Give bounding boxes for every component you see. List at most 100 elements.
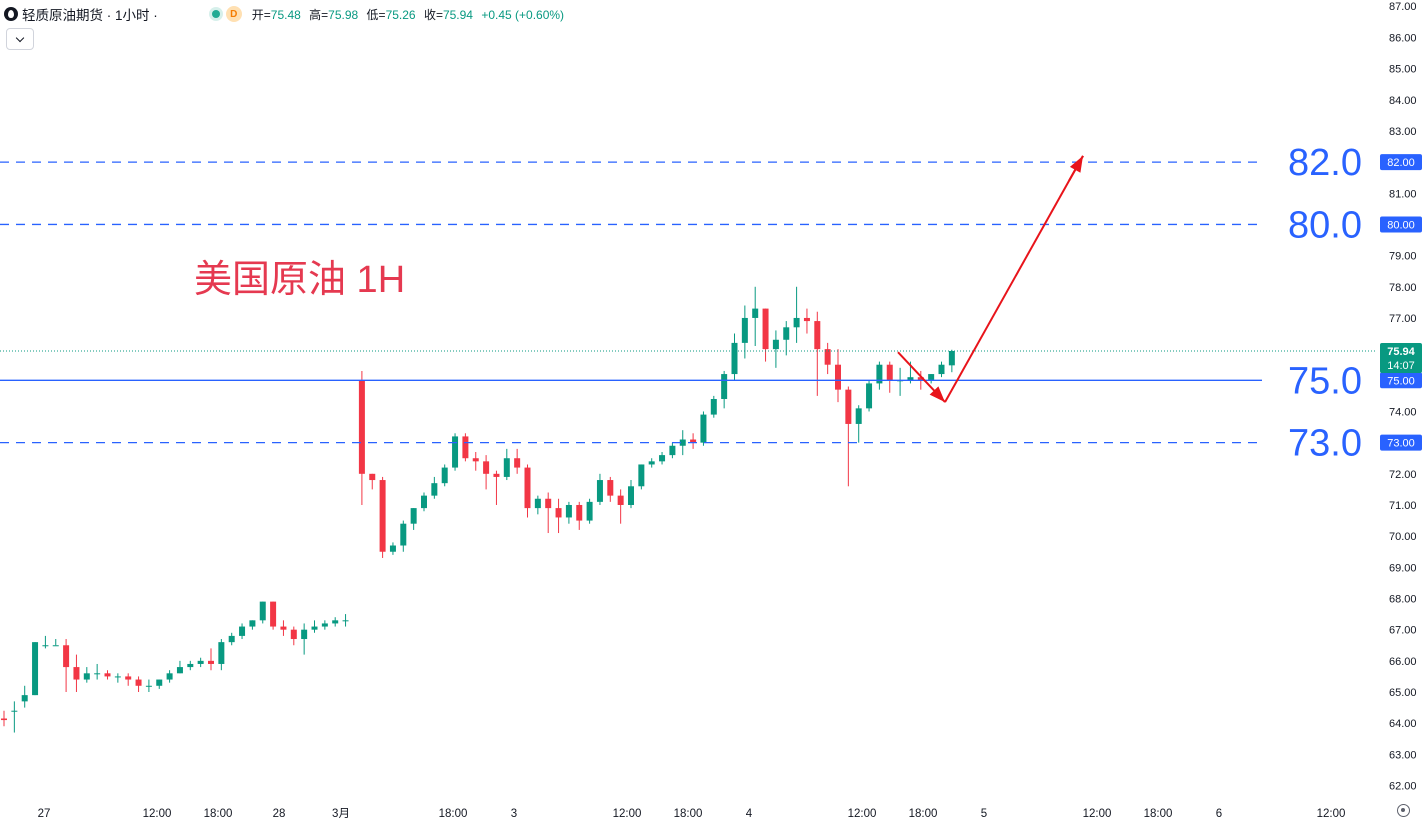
candle-body xyxy=(886,364,893,381)
candle-body xyxy=(104,673,111,677)
chart-header: 轻质原油期货 · 1小时 · D 开=75.48 高=75.98 低=75.26… xyxy=(4,4,564,24)
candle-body xyxy=(208,660,214,664)
chevron-down-icon xyxy=(15,33,25,42)
x-tick-label: 18:00 xyxy=(204,808,233,820)
candle-body xyxy=(239,626,246,636)
candle-body xyxy=(710,399,717,415)
open-label: 开= xyxy=(251,7,271,22)
y-tick-label: 66.00 xyxy=(1389,656,1417,668)
candle-body xyxy=(741,317,748,343)
x-tick-label: 12:00 xyxy=(613,808,642,820)
candle-body xyxy=(690,439,697,443)
candle-body xyxy=(73,667,80,680)
time-axis[interactable]: 27 12:00 18:00 28 3月 18:00 3 12:00 18:00 4 12:00 18… xyxy=(38,808,1346,820)
candle-body xyxy=(638,464,645,487)
candle-body xyxy=(928,374,935,381)
arrowhead-icon xyxy=(929,386,945,403)
candle-body xyxy=(94,673,101,675)
y-tick-label: 83.00 xyxy=(1389,126,1417,138)
candle-body xyxy=(176,667,183,674)
close-value: 75.94 xyxy=(442,7,473,22)
candle-body xyxy=(938,364,945,375)
candle-body xyxy=(441,467,448,484)
candle-body xyxy=(617,495,624,505)
candle-body xyxy=(290,629,297,640)
y-tick-label: 64.00 xyxy=(1389,718,1417,730)
candle-body xyxy=(845,389,852,424)
last-price-tag xyxy=(1380,342,1422,373)
candle-body xyxy=(700,414,707,443)
candle-body xyxy=(866,383,873,409)
candle-body xyxy=(659,455,666,462)
candle-body xyxy=(835,364,841,390)
candle-body xyxy=(679,439,686,446)
candle-body xyxy=(228,635,235,643)
x-tick-label: 12:00 xyxy=(143,808,172,820)
candle-body xyxy=(125,676,132,680)
y-tick-label: 69.00 xyxy=(1389,562,1417,574)
y-tick-label: 67.00 xyxy=(1389,625,1417,637)
candle-body xyxy=(814,321,821,350)
y-tick-label: 65.00 xyxy=(1389,687,1417,699)
candle-body xyxy=(565,504,572,518)
x-tick-label: 18:00 xyxy=(909,808,938,820)
candle-body xyxy=(824,349,831,365)
candle-body xyxy=(83,673,90,680)
candle-body xyxy=(503,458,510,477)
candle-body xyxy=(793,317,800,328)
y-tick-label: 84.00 xyxy=(1389,95,1417,107)
candle-body xyxy=(197,660,204,664)
candle-body xyxy=(762,308,769,350)
candle-body xyxy=(187,663,194,668)
symbol-title[interactable]: 轻质原油期货 · 1小时 · xyxy=(22,8,158,23)
candle-body xyxy=(156,679,163,686)
y-tick-label: 68.00 xyxy=(1389,594,1417,606)
level-price-tag xyxy=(1380,216,1422,233)
x-tick-label: 3 xyxy=(511,808,517,820)
candle-body xyxy=(135,679,142,686)
candle-body xyxy=(218,642,225,664)
candle-body xyxy=(400,523,407,546)
candle-body xyxy=(731,342,738,375)
candle-body xyxy=(342,620,349,622)
candle-body xyxy=(721,374,728,399)
arrow-segment xyxy=(944,155,1084,403)
candle-body xyxy=(270,601,277,627)
candle-body xyxy=(855,408,862,424)
y-tick-label: 74.00 xyxy=(1389,406,1417,418)
candle-body xyxy=(1,718,7,721)
candle-body xyxy=(586,501,593,521)
x-tick-label: 3月 xyxy=(332,808,350,820)
y-tick-label: 70.00 xyxy=(1389,531,1417,543)
candle-body xyxy=(752,308,759,318)
settings-gear-icon[interactable] xyxy=(1397,804,1410,817)
oil-drop-icon xyxy=(4,7,18,21)
y-tick-label: 77.00 xyxy=(1389,313,1417,325)
candles xyxy=(1,286,955,733)
close-label: 收= xyxy=(423,7,443,22)
candle-body xyxy=(462,436,469,459)
candle-body xyxy=(249,620,256,627)
level-price-tag-label: 73.00 xyxy=(1387,438,1415,450)
y-tick-label: 78.00 xyxy=(1389,282,1417,294)
candle-body xyxy=(555,508,562,518)
low-value: 75.26 xyxy=(385,7,416,22)
price-axis[interactable]: 62.00 63.00 64.00 65.00 66.00 67.00 68.00 69.00… xyxy=(1380,1,1422,793)
candle-body xyxy=(783,327,790,340)
candle-body xyxy=(524,467,531,509)
candle-body xyxy=(11,710,18,712)
x-tick-label: 12:00 xyxy=(1317,808,1346,820)
open-value: 75.48 xyxy=(270,7,301,22)
candle-body xyxy=(545,498,552,509)
candle-body xyxy=(280,626,287,630)
candle-body xyxy=(917,377,924,381)
interval-badge[interactable]: D xyxy=(225,6,242,22)
x-tick-label: 18:00 xyxy=(674,808,703,820)
level-label: 80.0 xyxy=(1288,204,1362,246)
y-tick-label: 79.00 xyxy=(1389,251,1417,263)
collapse-legend-button[interactable] xyxy=(6,28,34,50)
candle-body xyxy=(669,445,676,456)
change-value: +0.45 (+0.60%) xyxy=(481,7,565,22)
x-tick-label: 12:00 xyxy=(848,808,877,820)
